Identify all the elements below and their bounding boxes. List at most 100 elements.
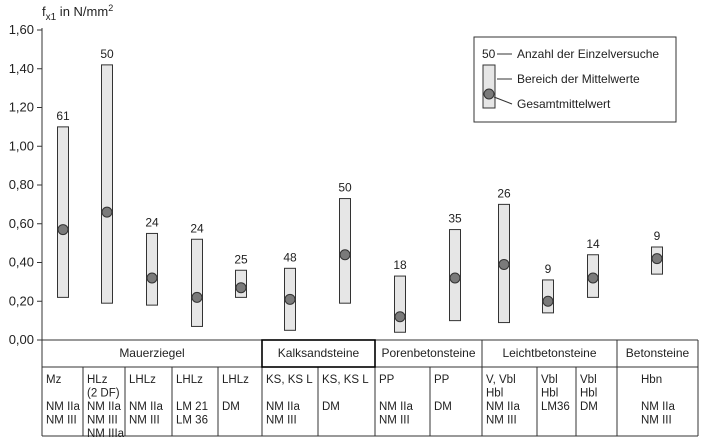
mean-point xyxy=(498,258,510,270)
mean-point xyxy=(394,311,406,323)
legend-mean-leader xyxy=(493,96,513,105)
category-descriptor: NM IIa xyxy=(46,401,80,413)
category-descriptor: DM xyxy=(222,401,240,413)
y-tick-label: 1,20 xyxy=(9,100,34,115)
y-tick-label: 1,00 xyxy=(9,138,34,153)
category-descriptor: Vbl xyxy=(541,374,558,386)
group-label: Mauerziegel xyxy=(119,346,184,360)
category-descriptor: Hbl xyxy=(580,388,597,400)
mean-point xyxy=(651,253,663,265)
range-bar xyxy=(146,232,158,306)
group-label: Porenbetonsteine xyxy=(381,346,475,360)
category-descriptor: NM IIIa xyxy=(87,428,125,440)
mean-point xyxy=(57,224,69,236)
category-descriptor: NM III xyxy=(46,415,77,427)
category-descriptor: NM IIa xyxy=(641,401,675,413)
category-descriptor: NM IIa xyxy=(266,401,300,413)
mean-point xyxy=(191,291,203,303)
group-highlight-box xyxy=(261,339,376,368)
category-descriptor: Hbn xyxy=(641,374,662,386)
category-descriptor: LHLz xyxy=(222,374,249,386)
category-descriptor: NM IIa xyxy=(379,401,413,413)
category-descriptor: NM III xyxy=(641,415,672,427)
y-tick-label: 0,80 xyxy=(9,177,34,192)
category-descriptor: Mz xyxy=(46,374,62,386)
legend-range-bar xyxy=(482,64,496,109)
legend-range-text: Bereich der Mittelwerte xyxy=(517,72,640,86)
category-table: Mauerziegel Kalksandsteine Porenbetonstein… xyxy=(41,339,699,440)
legend-mean-dot xyxy=(483,88,495,100)
sample-count-label: 48 xyxy=(283,250,297,264)
legend-mean-text: Gesamtmittelwert xyxy=(517,97,611,111)
category-descriptor: HLz xyxy=(87,374,108,386)
category-descriptor: NM III xyxy=(129,415,160,427)
y-axis-title-sub: x1 xyxy=(46,12,57,23)
category-descriptor: LHLz xyxy=(176,374,203,386)
y-axis-title-sup: 2 xyxy=(108,3,113,13)
sample-count-label: 35 xyxy=(448,212,462,226)
category-descriptor: NM IIa xyxy=(87,401,121,413)
mean-point xyxy=(542,295,554,307)
sample-count-label: 50 xyxy=(338,181,352,195)
category-descriptor: Hbl xyxy=(486,388,503,400)
category-descriptor: PP xyxy=(379,374,395,386)
category-descriptor: NM IIa xyxy=(486,401,520,413)
y-tick-label: 0,20 xyxy=(9,293,34,308)
range-bar xyxy=(57,126,69,298)
range-bar xyxy=(394,275,406,333)
sample-count-label: 24 xyxy=(190,221,204,235)
category-descriptor: KS, KS L xyxy=(322,374,369,386)
category-descriptor: LM 21 xyxy=(176,401,208,413)
mean-point xyxy=(587,272,599,284)
sample-count-label: 18 xyxy=(393,258,407,272)
y-tick-label: 1,60 xyxy=(9,22,34,37)
category-descriptor: DM xyxy=(580,401,598,413)
range-bar xyxy=(101,64,113,304)
category-descriptor: Hbl xyxy=(541,388,558,400)
group-label: Leichtbetonsteine xyxy=(502,346,596,360)
plot-area: 0,00 0,20 0,40 0,60 0,80 1,00 1,20 1,40 1,60 61 50… xyxy=(9,22,663,347)
sample-count-label: 24 xyxy=(145,215,159,229)
mean-point xyxy=(235,282,247,294)
sample-count-label: 9 xyxy=(545,262,552,276)
legend: 50 Anzahl der Einzelversuche Bereich der… xyxy=(473,36,677,123)
sample-count-label: 14 xyxy=(586,237,600,251)
y-tick-label: 1,40 xyxy=(9,61,34,76)
legend-count-text: Anzahl der Einzelversuche xyxy=(517,47,659,61)
category-descriptor: DM xyxy=(322,401,340,413)
category-descriptor: LM 36 xyxy=(176,415,208,427)
range-bar xyxy=(191,238,203,327)
sample-count-label: 61 xyxy=(56,109,70,123)
category-descriptor: DM xyxy=(434,401,452,413)
group-label: Kalksandsteine xyxy=(278,346,360,360)
sample-count-label: 9 xyxy=(654,229,661,243)
sample-count-label: 50 xyxy=(100,47,114,61)
category-descriptor: NM III xyxy=(87,415,118,427)
category-descriptor: NM IIa xyxy=(129,401,163,413)
y-tick-label: 0,40 xyxy=(9,255,34,270)
group-label: Betonsteine xyxy=(626,346,690,360)
y-axis-title: fx1 in N/mm2 xyxy=(42,3,113,23)
category-descriptor: Vbl xyxy=(580,374,597,386)
mean-point xyxy=(339,249,351,261)
category-descriptor: PP xyxy=(434,374,450,386)
mean-point xyxy=(284,293,296,305)
sample-count-label: 25 xyxy=(234,252,248,266)
category-descriptor: KS, KS L xyxy=(266,374,313,386)
y-tick-label: 0,00 xyxy=(9,332,34,347)
category-descriptor: NM III xyxy=(486,415,517,427)
category-descriptor: NM III xyxy=(266,415,297,427)
category-descriptor: NM III xyxy=(379,415,410,427)
sample-count-label: 26 xyxy=(497,186,511,200)
y-axis-title-main: f xyxy=(42,4,46,19)
y-tick-label: 0,60 xyxy=(9,216,34,231)
category-descriptor: V, Vbl xyxy=(486,374,516,386)
mean-point xyxy=(449,272,461,284)
category-descriptor: LHLz xyxy=(129,374,156,386)
mean-point xyxy=(101,206,113,218)
category-descriptor: (2 DF) xyxy=(87,388,120,400)
mean-point xyxy=(146,272,158,284)
legend-sample-count: 50 xyxy=(482,47,496,61)
y-axis-title-unit: in N/mm xyxy=(56,4,108,19)
